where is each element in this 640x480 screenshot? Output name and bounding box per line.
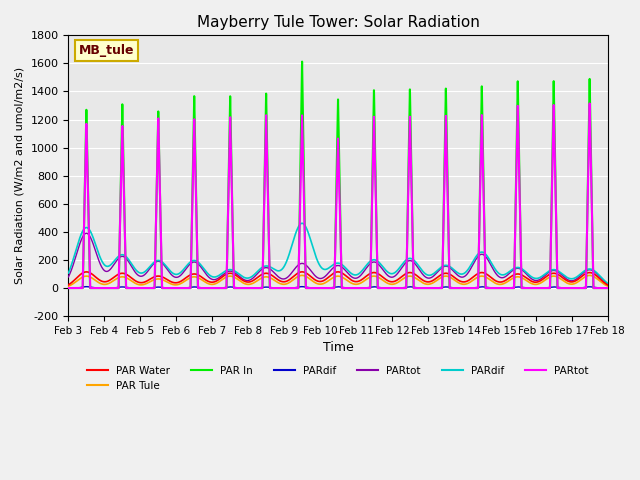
Y-axis label: Solar Radiation (W/m2 and umol/m2/s): Solar Radiation (W/m2 and umol/m2/s) — [15, 67, 25, 284]
X-axis label: Time: Time — [323, 341, 353, 354]
Legend: PAR Water, PAR Tule, PAR In, PARdif, PARtot, PARdif, PARtot: PAR Water, PAR Tule, PAR In, PARdif, PAR… — [83, 361, 593, 395]
Text: MB_tule: MB_tule — [79, 44, 134, 57]
Title: Mayberry Tule Tower: Solar Radiation: Mayberry Tule Tower: Solar Radiation — [196, 15, 479, 30]
